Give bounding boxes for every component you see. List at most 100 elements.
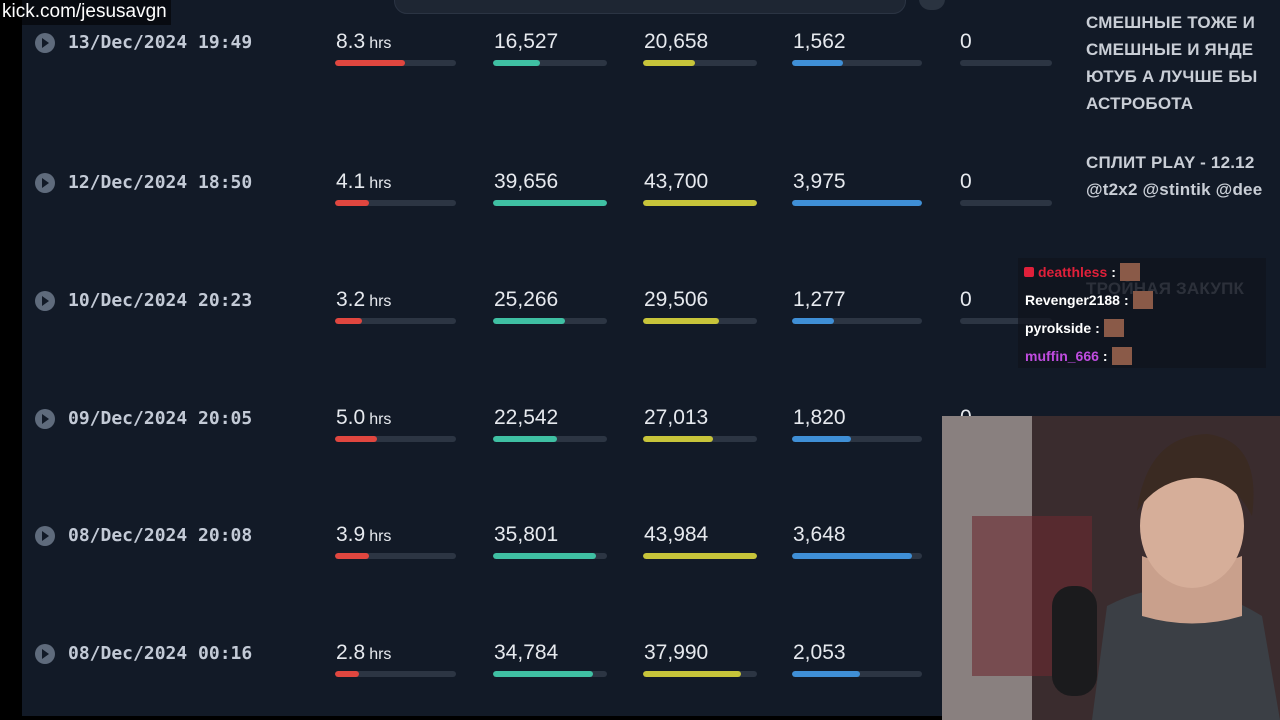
hours-unit: hrs [369,646,392,663]
hours-cell: 4.1 hrs [336,170,391,194]
chat-message: deatthless: [1018,258,1266,286]
other-count: 0 [960,288,972,311]
stream-title-line: АСТРОБОТА [1086,94,1194,113]
peak-viewers: 43,700 [644,170,709,193]
bar-track [493,436,607,442]
avg-viewers: 22,542 [494,406,559,429]
chat-emote [1111,347,1132,365]
bar-fill [792,60,843,66]
chat-username: muffin_666 [1025,348,1099,364]
stream-date: 12/Dec/2024 18:50 [68,172,253,193]
chat-separator: : [1123,292,1129,308]
bar-fill [643,200,757,206]
followers-cell: 3,648 [793,523,846,547]
row-expand-button[interactable] [35,409,55,429]
bar-fill [643,671,742,677]
row-expand-button[interactable] [35,526,55,546]
bar-fill [335,60,406,66]
hours: 5.0 [336,406,366,429]
bar-fill [643,318,720,324]
bar-fill [792,671,860,677]
bar-track [335,318,456,324]
peak-viewers: 29,506 [644,288,709,311]
bar-track [335,671,456,677]
chat-separator: : [1102,348,1108,364]
row-expand-button[interactable] [35,644,55,664]
bar-track [643,671,757,677]
bar-fill [792,318,834,324]
avg-viewers-cell: 39,656 [494,170,558,194]
stream-date: 09/Dec/2024 20:05 [68,408,253,429]
webcam-image [942,416,1280,720]
bar-track [643,200,757,206]
bar-fill [792,200,922,206]
hours-unit: hrs [369,411,392,428]
followers: 1,277 [793,288,846,311]
row-expand-button[interactable] [35,33,55,53]
followers-cell: 1,820 [793,406,846,430]
peak-viewers-cell: 20,658 [644,30,708,54]
followers-cell: 1,277 [793,288,846,312]
bar-fill [493,60,540,66]
avg-viewers: 34,784 [494,641,559,664]
bar-fill [335,671,360,677]
hours: 2.8 [336,641,366,664]
bar-fill [493,553,596,559]
avg-viewers-cell: 25,266 [494,288,558,312]
bar-fill [643,553,757,559]
bar-track [643,436,757,442]
channel-url: kick.com/jesusavgn [0,0,171,25]
bar-fill [493,436,557,442]
bar-track [960,200,1052,206]
peak-viewers-cell: 27,013 [644,406,708,430]
bar-track [792,553,922,559]
add-button[interactable] [919,0,945,10]
followers-cell: 2,053 [793,641,846,665]
followers: 3,975 [793,170,846,193]
avg-viewers-cell: 35,801 [494,523,558,547]
bar-track [493,200,607,206]
bar-track [493,318,607,324]
search-bar[interactable] [394,0,906,14]
bar-track [335,200,456,206]
other-count: 0 [960,30,972,53]
followers: 2,053 [793,641,846,664]
hours-cell: 8.3 hrs [336,30,391,54]
followers: 3,648 [793,523,846,546]
bar-fill [792,553,912,559]
chat-overlay: deatthless: Revenger2188: pyrokside: muffin… [1018,258,1266,368]
avg-viewers: 39,656 [494,170,559,193]
chat-username: Revenger2188 [1025,292,1120,308]
chat-message: pyrokside: [1018,314,1266,342]
chat-emote [1119,263,1140,281]
followers: 1,820 [793,406,846,429]
hours-unit: hrs [369,528,392,545]
chat-username: deatthless [1038,264,1108,280]
stream-date: 10/Dec/2024 20:23 [68,290,253,311]
bar-fill [335,318,362,324]
row-expand-button[interactable] [35,173,55,193]
bar-track [792,200,922,206]
hours: 3.9 [336,523,366,546]
hours: 3.2 [336,288,366,311]
peak-viewers-cell: 43,984 [644,523,708,547]
peak-viewers-cell: 29,506 [644,288,708,312]
bar-track [792,436,922,442]
chat-emote [1103,319,1124,337]
bar-track [493,60,607,66]
followers-cell: 3,975 [793,170,846,194]
hours-unit: hrs [369,35,392,52]
bar-track [493,671,607,677]
bar-fill [335,553,369,559]
bar-fill [643,436,713,442]
avg-viewers: 25,266 [494,288,559,311]
bar-fill [335,436,378,442]
badge-icon [1024,267,1034,277]
bar-track [335,436,456,442]
peak-viewers: 20,658 [644,30,709,53]
row-expand-button[interactable] [35,291,55,311]
avg-viewers: 35,801 [494,523,559,546]
hours: 4.1 [336,170,366,193]
stream-title-line: СПЛИТ PLAY - 12.12 [1086,153,1255,172]
bar-track [792,671,922,677]
